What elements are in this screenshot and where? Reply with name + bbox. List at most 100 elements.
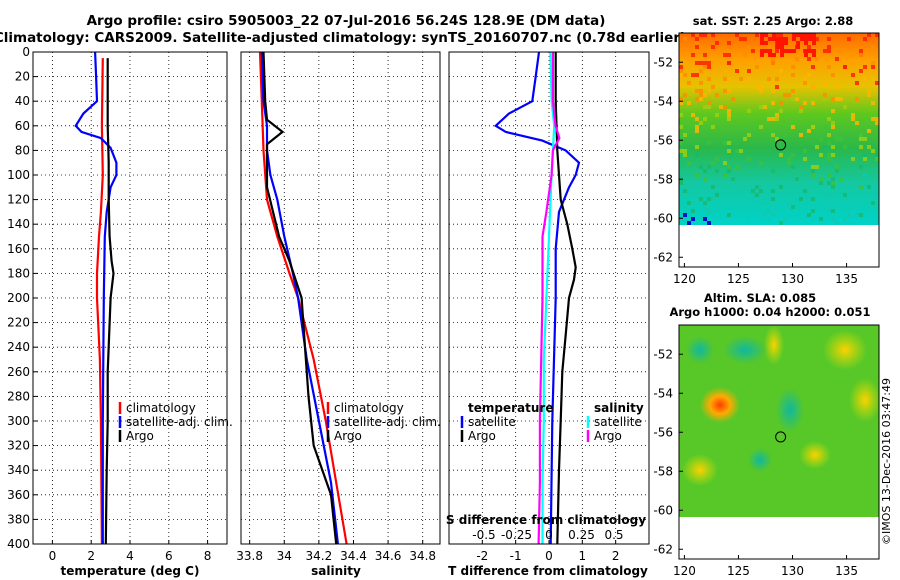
sst-pixel [875, 121, 879, 125]
sst-pixel [703, 105, 707, 109]
sst-pixel [764, 33, 768, 37]
s-axis-tick-label: 0.25 [568, 528, 595, 542]
sst-pixel [779, 205, 783, 209]
map-x-tick-label: 130 [781, 564, 804, 578]
sst-pixel [715, 157, 719, 161]
sst-pixel [760, 49, 764, 53]
sst-pixel [691, 33, 695, 37]
sst-pixel [843, 217, 847, 221]
sst-pixel [727, 61, 731, 65]
sst-pixel [839, 137, 843, 141]
sst-pixel [715, 197, 719, 201]
series-satellite-adj-clim- [74, 51, 118, 544]
sst-pixel [867, 33, 871, 37]
sst-pixel [871, 45, 875, 49]
sst-pixel [819, 153, 823, 157]
sst-pixel [727, 117, 731, 121]
sst-pixel [723, 173, 727, 177]
sst-pixel [871, 201, 875, 205]
sst-pixel [695, 129, 699, 133]
sst-pixel [764, 41, 768, 45]
sst-pixel [711, 125, 715, 129]
sst-pixel [780, 45, 784, 49]
sst-pixel [707, 209, 711, 213]
sst-pixel [731, 209, 735, 213]
sst-pixel [811, 85, 815, 89]
series-argo [104, 58, 115, 545]
sst-pixel [871, 101, 875, 105]
sst-pixel [791, 153, 795, 157]
sst-pixel [831, 209, 835, 213]
sst-pixel [707, 77, 711, 81]
temperature-legend: climatology satellite-adj. clim. Argo [118, 401, 233, 443]
sst-pixel [843, 105, 847, 109]
sst-pixel [711, 45, 715, 49]
sst-pixel [811, 173, 815, 177]
sst-pixel [727, 77, 731, 81]
sst-pixel [768, 49, 772, 53]
sst-pixel [871, 209, 875, 213]
sst-pixel [863, 153, 867, 157]
sst-pixel [755, 85, 759, 89]
sst-pixel [771, 133, 775, 137]
sst-pixel [759, 201, 763, 205]
series-climatology [258, 51, 348, 545]
sst-pixel [875, 81, 879, 85]
map-x-tick-label: 120 [673, 564, 696, 578]
sst-pixel [851, 157, 855, 161]
figure-title-line2: Climatology: CARS2009. Satellite-adjuste… [0, 30, 686, 46]
sst-pixel [831, 145, 835, 149]
series-satellite-adj-clim- [260, 51, 339, 545]
sst-pixel [743, 53, 747, 57]
sst-pixel [799, 105, 803, 109]
sst-pixel [804, 49, 808, 53]
sst-pixel [783, 217, 787, 221]
sst-pixel [827, 157, 831, 161]
sst-pixel [695, 181, 699, 185]
sst-pixel [679, 125, 683, 129]
sst-pixel [827, 153, 831, 157]
sst-pixel [739, 189, 743, 193]
sst-pixel [855, 97, 859, 101]
legend-label-sal-argo: Argo [594, 429, 622, 443]
sst-pixel [699, 165, 703, 169]
sst-pixel [847, 213, 851, 217]
sst-pixel [831, 217, 835, 221]
sst-pixel [811, 197, 815, 201]
sst-pixel [771, 129, 775, 133]
sst-pixel [727, 145, 731, 149]
map-y-tick-label: -54 [653, 386, 673, 400]
sst-pixel [747, 77, 751, 81]
sst-pixel [791, 165, 795, 169]
sst-pixel [863, 65, 867, 69]
sst-pixel [771, 89, 775, 93]
sst-pixel [807, 129, 811, 133]
sst-pixel [771, 169, 775, 173]
sst-pixel [851, 113, 855, 117]
sst-pixel [875, 153, 879, 157]
sst-pixel [767, 197, 771, 201]
sst-pixel [707, 197, 711, 201]
sst-pixel [687, 201, 691, 205]
map-y-tick-label: -56 [653, 133, 673, 147]
sst-pixel [751, 49, 755, 53]
x-tick-label: 2 [612, 549, 620, 563]
sst-pixel [808, 33, 812, 37]
sst-pixel [759, 85, 763, 89]
sst-pixel [735, 149, 739, 153]
y-tick-label: 300 [7, 414, 30, 428]
sst-pixel [703, 201, 707, 205]
series-salinity-satellite [541, 51, 556, 544]
series-temperature-satellite [493, 51, 581, 545]
map-y-tick-label: -62 [653, 250, 673, 264]
sst-pixel [796, 45, 800, 49]
sst-pixel [727, 113, 731, 117]
sst-pixel [831, 121, 835, 125]
sst-pixel [859, 185, 863, 189]
sst-pixel [799, 197, 803, 201]
sst-pixel [699, 197, 703, 201]
map-y-tick-label: -58 [653, 172, 673, 186]
sst-pixel [811, 217, 815, 221]
sst-pixel [695, 145, 699, 149]
sst-pixel [699, 209, 703, 213]
